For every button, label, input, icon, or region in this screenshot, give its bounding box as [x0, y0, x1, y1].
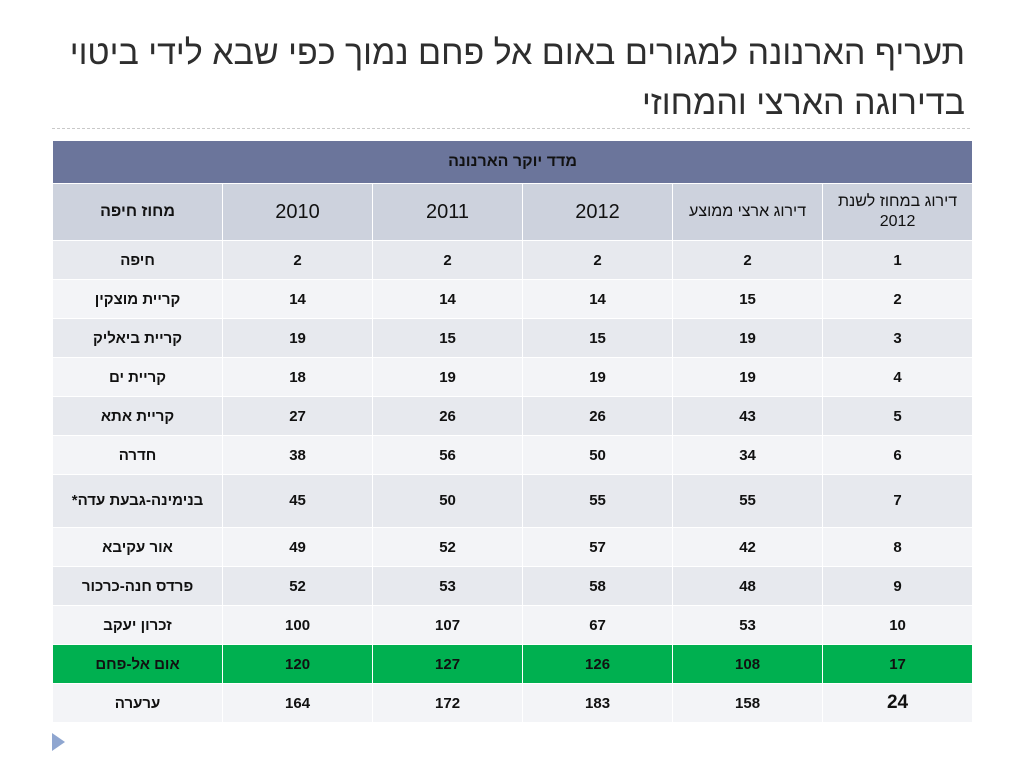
cell-y2012: 67: [522, 605, 674, 645]
cell-national-rank: 48: [672, 566, 824, 606]
cell-y2010: 2: [222, 240, 374, 280]
table-body: 1 2 2 2 2 חיפה 2 15 14 14 14 קריית מוצקין 3 19 15 15 19 ק…: [51, 240, 974, 723]
cell-district-rank: 10: [822, 605, 974, 645]
cell-district-rank: 24: [822, 683, 974, 723]
cell-y2010: 100: [222, 605, 374, 645]
cell-y2012: 15: [522, 318, 674, 358]
cell-district-rank: 1: [822, 240, 974, 280]
cell-city: קריית אתא: [51, 396, 224, 436]
cell-y2011: 56: [372, 435, 524, 475]
cell-y2010: 49: [222, 527, 374, 567]
cell-y2012: 57: [522, 527, 674, 567]
cell-city: קריית ים: [51, 357, 224, 397]
cell-y2012: 183: [522, 683, 674, 723]
cell-district-rank: 7: [822, 474, 974, 528]
cell-y2010: 14: [222, 279, 374, 319]
cell-y2011: 172: [372, 683, 524, 723]
table-row: 10 53 67 107 100 זכרון יעקב: [51, 605, 974, 645]
cell-y2012: 126: [522, 644, 674, 684]
table-row: 6 34 50 56 38 חדרה: [51, 435, 974, 475]
cell-y2012: 50: [522, 435, 674, 475]
table-caption-row: מדד יוקר הארנונה: [51, 140, 974, 184]
cell-district-rank: 5: [822, 396, 974, 436]
table-row: 5 43 26 26 27 קריית אתא: [51, 396, 974, 436]
cell-district-rank: 6: [822, 435, 974, 475]
cell-y2010: 164: [222, 683, 374, 723]
cell-national-rank: 158: [672, 683, 824, 723]
cell-city: אום אל-פחם: [51, 644, 224, 684]
table-row: 9 48 58 53 52 פרדס חנה-כרכור: [51, 566, 974, 606]
cell-y2010: 38: [222, 435, 374, 475]
cell-city: ערערה: [51, 683, 224, 723]
cell-city: זכרון יעקב: [51, 605, 224, 645]
table-row: 24 158 183 172 164 ערערה: [51, 683, 974, 723]
table-row: 3 19 15 15 19 קריית ביאליק: [51, 318, 974, 358]
cell-national-rank: 55: [672, 474, 824, 528]
cell-y2011: 2: [372, 240, 524, 280]
cell-y2010: 18: [222, 357, 374, 397]
table-row: 7 55 55 50 45 בנימינה-גבעת עדה*: [51, 474, 974, 528]
cell-national-rank: 19: [672, 318, 824, 358]
cell-y2011: 52: [372, 527, 524, 567]
cell-y2012: 58: [522, 566, 674, 606]
cell-y2011: 14: [372, 279, 524, 319]
cell-district-rank: 4: [822, 357, 974, 397]
slide-title: תעריף הארנונה למגורים באום אל פחם נמוך כ…: [69, 34, 965, 122]
column-header-row: דירוג במחוז לשנת 2012 דירוג ארצי ממוצע 2…: [51, 183, 974, 241]
cell-city: אור עקיבא: [51, 527, 224, 567]
cell-district-rank: 9: [822, 566, 974, 606]
cell-y2010: 45: [222, 474, 374, 528]
cell-y2011: 127: [372, 644, 524, 684]
cell-y2010: 52: [222, 566, 374, 606]
triangle-right-icon: [52, 733, 65, 751]
cell-y2012: 14: [522, 279, 674, 319]
cell-district-rank: 8: [822, 527, 974, 567]
cell-city: קריית ביאליק: [51, 318, 224, 358]
cell-y2012: 2: [522, 240, 674, 280]
cell-city: בנימינה-גבעת עדה*: [51, 474, 224, 528]
col-header-2010: 2010: [222, 183, 374, 241]
cell-district-rank: 3: [822, 318, 974, 358]
col-header-district-rank: דירוג במחוז לשנת 2012: [822, 183, 974, 241]
table-row: 4 19 19 19 18 קריית ים: [51, 357, 974, 397]
cell-y2011: 53: [372, 566, 524, 606]
cell-national-rank: 108: [672, 644, 824, 684]
cell-city: קריית מוצקין: [51, 279, 224, 319]
cell-city: חיפה: [51, 240, 224, 280]
cell-national-rank: 43: [672, 396, 824, 436]
table-row: 1 2 2 2 2 חיפה: [51, 240, 974, 280]
col-header-national-rank: דירוג ארצי ממוצע: [672, 183, 824, 241]
cell-y2011: 15: [372, 318, 524, 358]
col-header-city: מחוז חיפה: [51, 183, 224, 241]
cell-district-rank: 2: [822, 279, 974, 319]
cell-y2012: 19: [522, 357, 674, 397]
title-divider: [52, 128, 970, 129]
cell-y2011: 50: [372, 474, 524, 528]
table-row: 8 42 57 52 49 אור עקיבא: [51, 527, 974, 567]
col-header-2012: 2012: [522, 183, 674, 241]
cell-national-rank: 2: [672, 240, 824, 280]
table-row: 2 15 14 14 14 קריית מוצקין: [51, 279, 974, 319]
cell-national-rank: 19: [672, 357, 824, 397]
cell-national-rank: 15: [672, 279, 824, 319]
cell-city: פרדס חנה-כרכור: [51, 566, 224, 606]
table-caption: מדד יוקר הארנונה: [51, 140, 974, 184]
col-header-2011: 2011: [372, 183, 524, 241]
cell-y2010: 120: [222, 644, 374, 684]
cell-y2010: 27: [222, 396, 374, 436]
cell-y2011: 26: [372, 396, 524, 436]
cell-y2012: 55: [522, 474, 674, 528]
cell-national-rank: 53: [672, 605, 824, 645]
cell-y2010: 19: [222, 318, 374, 358]
cell-district-rank: 17: [822, 644, 974, 684]
cell-y2011: 19: [372, 357, 524, 397]
cell-city: חדרה: [51, 435, 224, 475]
cell-national-rank: 42: [672, 527, 824, 567]
cell-y2012: 26: [522, 396, 674, 436]
cell-y2011: 107: [372, 605, 524, 645]
property-tax-rank-table: מדד יוקר הארנונה דירוג במחוז לשנת 2012 ד…: [51, 140, 974, 723]
cell-national-rank: 34: [672, 435, 824, 475]
table-row: 17 108 126 127 120 אום אל-פחם: [51, 644, 974, 684]
